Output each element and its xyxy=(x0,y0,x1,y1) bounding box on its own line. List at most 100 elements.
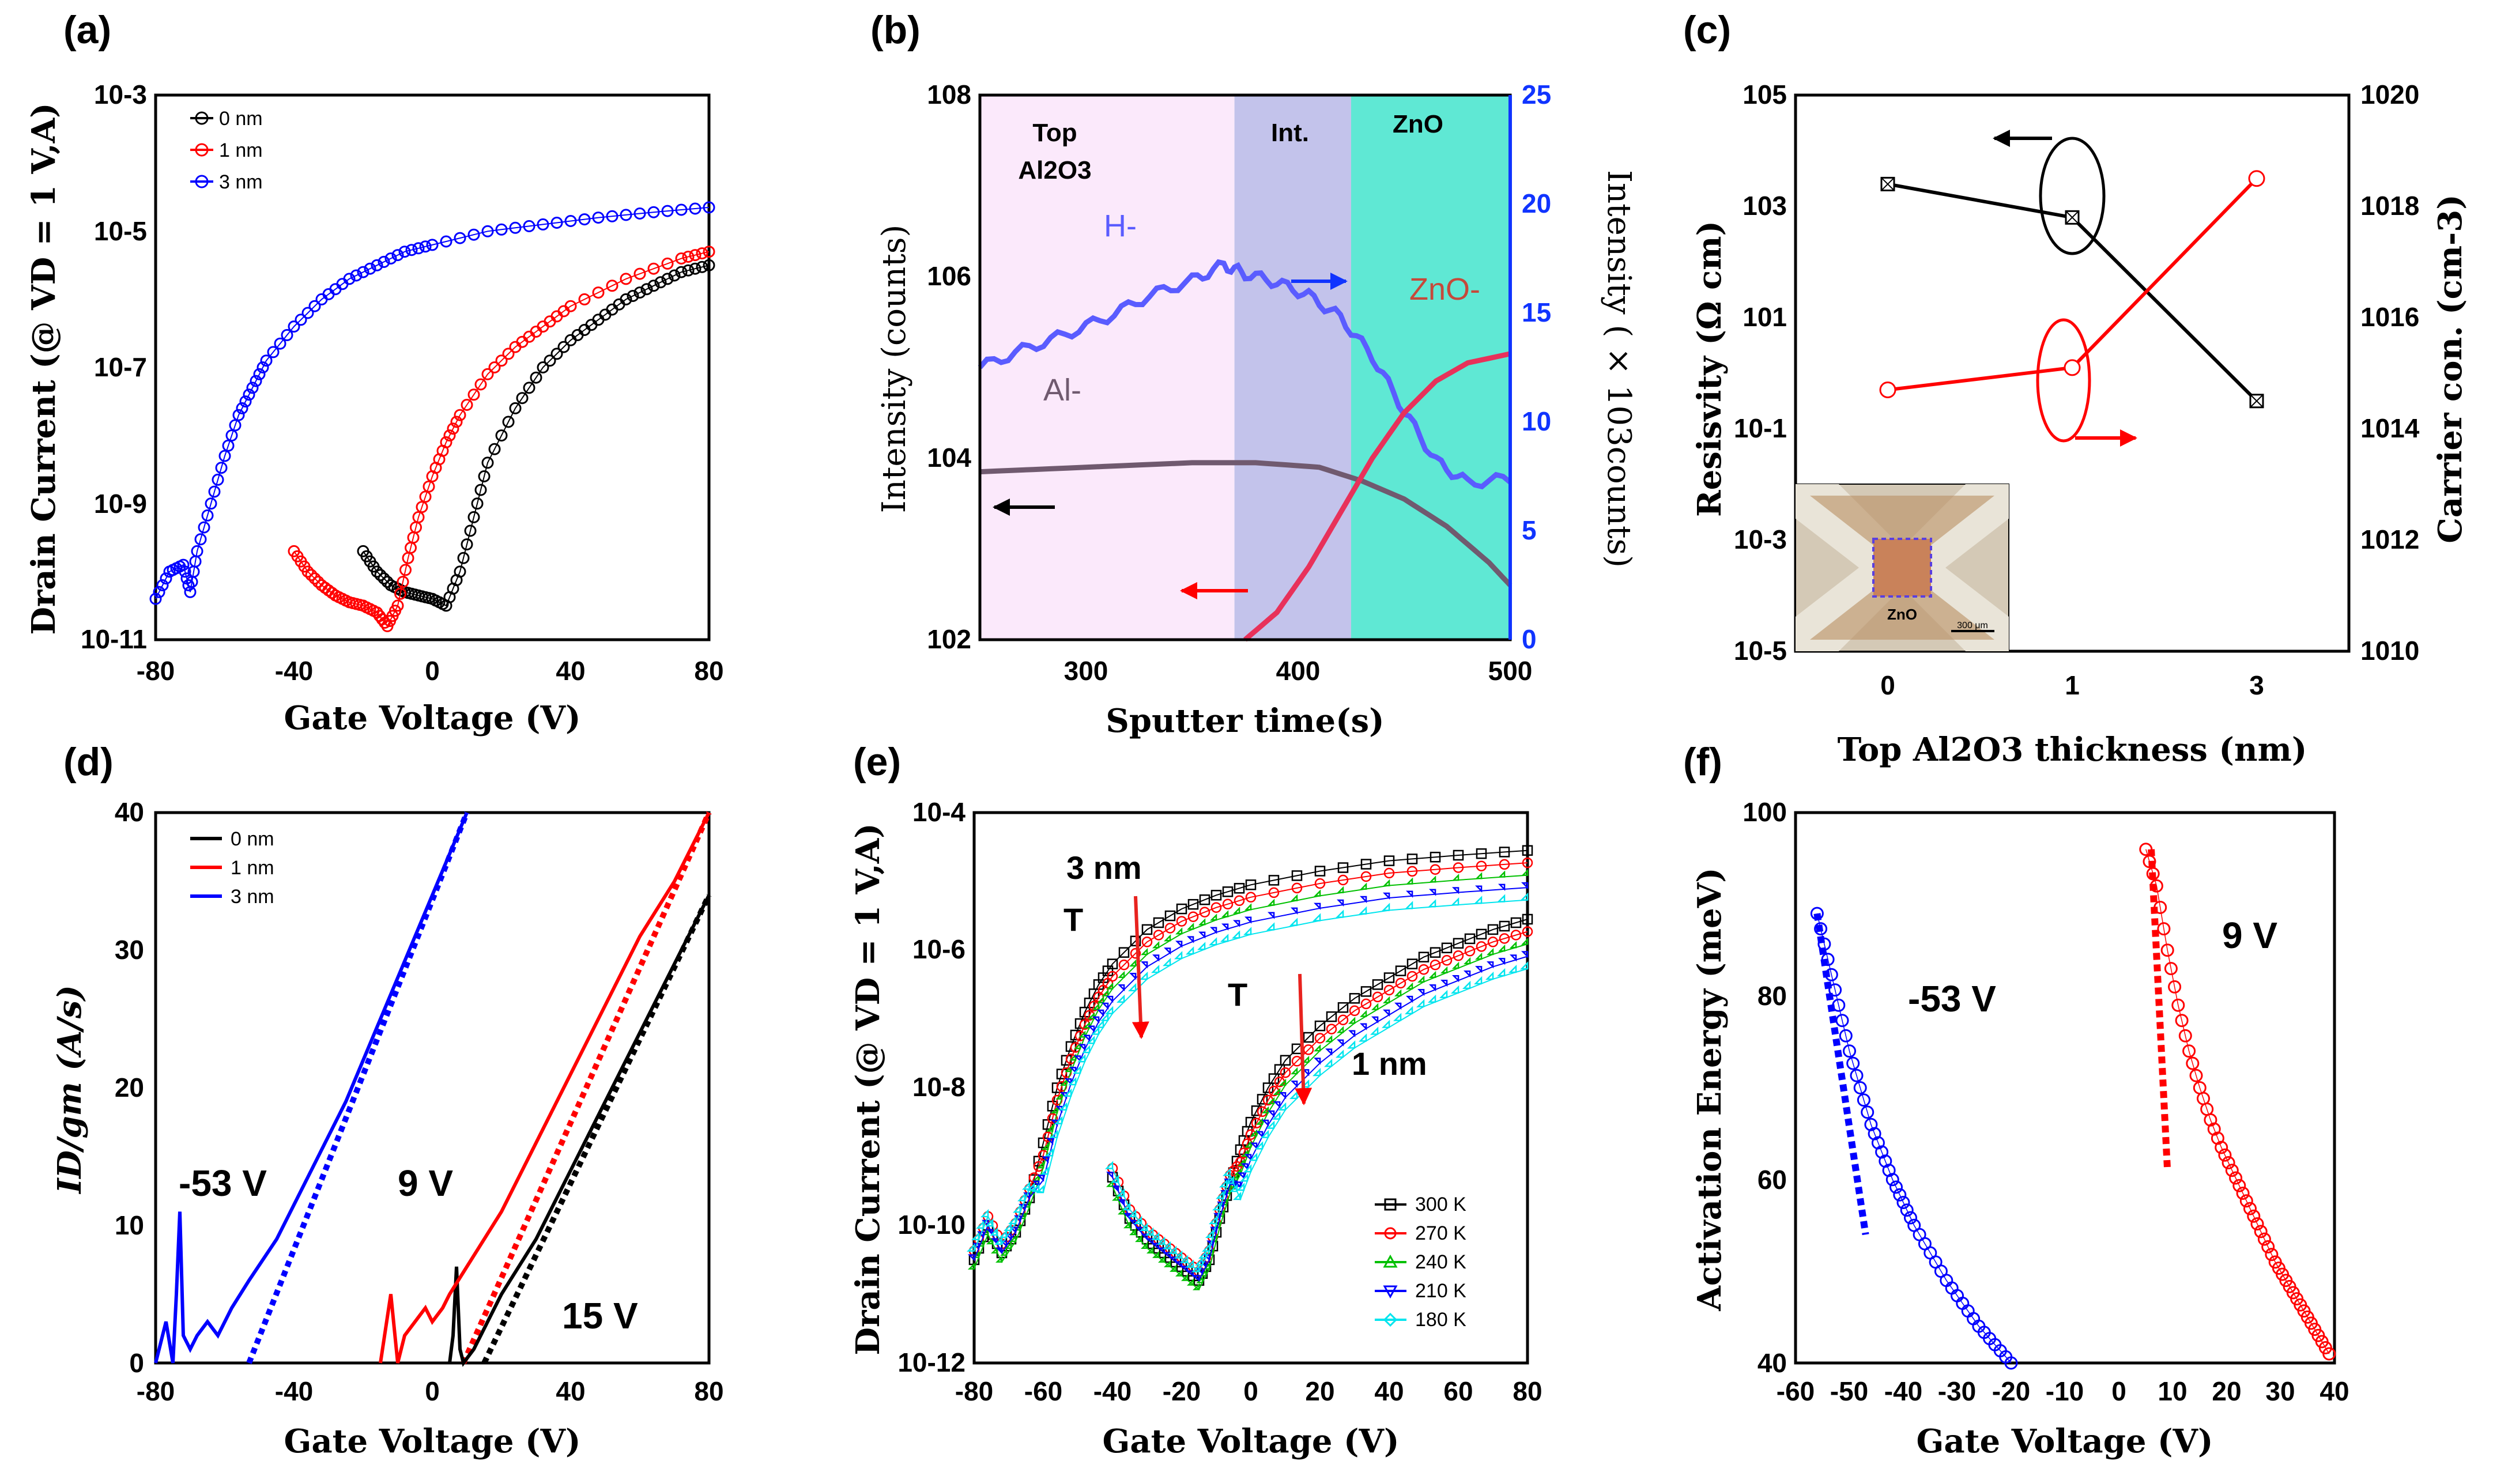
data-point xyxy=(1464,971,1471,978)
data-point xyxy=(312,576,325,588)
data-point xyxy=(1406,854,1418,864)
annotation-label: 15 V xyxy=(562,1295,638,1336)
panel-e-ytick: 10-6 xyxy=(912,934,965,964)
data-point xyxy=(509,221,522,234)
data-point xyxy=(1371,1003,1379,1010)
data-point xyxy=(1510,954,1517,962)
data-point xyxy=(1861,1105,1875,1119)
panel-c-xtick: 0 xyxy=(1880,670,1895,700)
data-point xyxy=(2178,1029,2192,1043)
panel-b-regions xyxy=(980,95,1510,640)
data-point xyxy=(2236,1187,2250,1200)
region-label-al2o3: Al2O3 xyxy=(1018,156,1091,184)
data-point xyxy=(550,217,563,229)
data-point xyxy=(1839,1029,1853,1043)
data-point xyxy=(1499,933,1510,944)
data-point xyxy=(1241,1163,1249,1170)
data-point xyxy=(1118,947,1130,958)
data-point xyxy=(1196,1276,1204,1283)
panel-e-ytick: 10-10 xyxy=(897,1210,965,1240)
data-point xyxy=(1210,927,1217,934)
panel-e-xtick: 60 xyxy=(1443,1376,1473,1406)
data-point xyxy=(1112,1194,1119,1201)
data-point xyxy=(398,246,411,258)
panel-b-ylabel: Intensity (counts) xyxy=(876,225,913,513)
data-point xyxy=(1889,1180,1903,1194)
data-point xyxy=(1102,1002,1109,1010)
data-point xyxy=(1241,1150,1249,1157)
data-point xyxy=(1219,1179,1228,1188)
data-point-cross xyxy=(2250,394,2264,408)
data-point xyxy=(2143,855,2156,869)
data-point xyxy=(412,242,425,255)
data-point xyxy=(564,215,577,227)
data-point xyxy=(1193,1283,1200,1290)
data-point xyxy=(1291,870,1303,881)
data-point xyxy=(1118,1199,1125,1207)
data-point xyxy=(1175,1269,1183,1277)
panel-b-ytick-right: 25 xyxy=(1522,80,1551,109)
data-point xyxy=(1336,909,1344,918)
data-point xyxy=(394,587,406,600)
fit-line xyxy=(461,811,712,1365)
data-point xyxy=(1278,1102,1287,1111)
panel-e-xtick: 80 xyxy=(1513,1376,1542,1406)
data-point xyxy=(606,210,618,222)
data-point xyxy=(239,395,252,408)
data-point xyxy=(1510,917,1522,928)
data-point xyxy=(976,1220,985,1229)
data-point xyxy=(1213,1213,1221,1221)
data-point xyxy=(991,1246,998,1254)
ellipse-black xyxy=(2039,137,2106,255)
data-point xyxy=(288,320,300,333)
panel-c-ytick-right: 1020 xyxy=(2360,80,2419,109)
panel-f: (f) -53 V 9 V -60 -50 -40 -30 -20 -10 0 … xyxy=(1683,740,2349,1460)
data-point xyxy=(1337,1002,1349,1013)
series-label-h: H- xyxy=(1104,209,1137,243)
data-point xyxy=(1383,1009,1390,1017)
data-point xyxy=(1233,920,1240,927)
panel-b-ytick: 108 xyxy=(927,80,971,109)
data-point xyxy=(1129,1228,1137,1236)
data-point xyxy=(1153,917,1164,928)
data-point xyxy=(1520,892,1529,901)
data-point xyxy=(1314,878,1326,889)
data-point xyxy=(225,429,238,442)
data-point xyxy=(2250,1217,2264,1231)
data-point xyxy=(1406,890,1413,898)
data-point xyxy=(1499,847,1510,858)
data-point xyxy=(1193,1275,1200,1282)
data-point xyxy=(215,462,228,474)
data-point xyxy=(1499,859,1510,870)
panel-f-ytick: 100 xyxy=(1743,797,1787,827)
data-point xyxy=(1243,927,1252,935)
data-point xyxy=(301,307,314,319)
data-point xyxy=(1140,971,1148,980)
data-point xyxy=(1475,872,1483,879)
panel-f-frame xyxy=(1794,811,2336,1365)
data-point xyxy=(481,368,494,380)
data-point xyxy=(1077,1054,1086,1063)
data-point xyxy=(454,565,466,578)
data-point xyxy=(1521,951,1529,958)
data-point xyxy=(495,223,508,236)
data-point xyxy=(1896,1196,1910,1209)
data-point xyxy=(661,205,674,217)
data-point xyxy=(1244,1141,1252,1148)
data-point xyxy=(179,565,191,578)
data-point xyxy=(229,419,242,432)
data-point xyxy=(1885,1173,1899,1187)
ellipse-red xyxy=(2036,318,2091,443)
data-point xyxy=(1464,946,1476,957)
data-point xyxy=(2175,1014,2189,1028)
data-point xyxy=(1060,1078,1068,1086)
data-point xyxy=(675,266,688,278)
data-point xyxy=(995,1247,1003,1255)
panel-a-legend-item: 1 nm xyxy=(219,139,263,161)
data-point xyxy=(1244,1154,1252,1161)
data-point xyxy=(703,246,715,258)
data-point xyxy=(2254,1225,2268,1238)
data-point xyxy=(1065,1064,1072,1073)
data-point xyxy=(397,576,409,588)
data-point xyxy=(1893,1188,1907,1202)
